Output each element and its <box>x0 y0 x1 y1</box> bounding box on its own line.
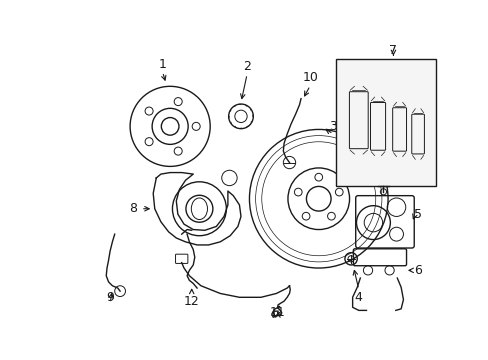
Text: 12: 12 <box>183 294 199 308</box>
Text: 8: 8 <box>129 202 137 215</box>
Text: 1: 1 <box>158 58 166 71</box>
Text: 4: 4 <box>354 291 362 304</box>
Text: 3: 3 <box>329 120 337 133</box>
Text: 2: 2 <box>243 60 250 73</box>
Text: 5: 5 <box>413 208 421 221</box>
Text: 9: 9 <box>106 291 114 304</box>
Text: 7: 7 <box>388 44 397 57</box>
Text: 6: 6 <box>413 264 421 277</box>
Bar <box>335 59 435 186</box>
Text: 10: 10 <box>302 71 318 84</box>
Text: 11: 11 <box>269 306 285 319</box>
